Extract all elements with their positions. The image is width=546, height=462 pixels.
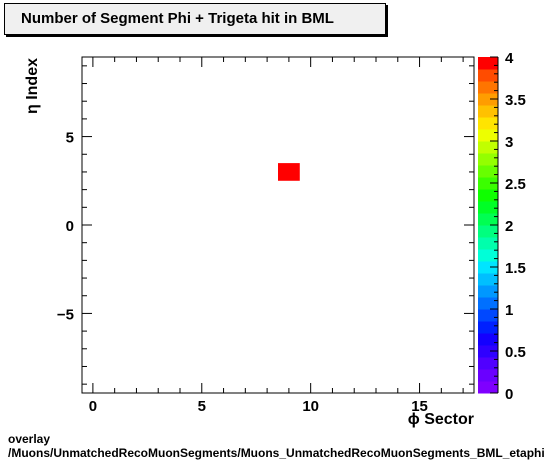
colorbar-tick-label: 0.5 (505, 344, 526, 361)
colorbar-band (478, 309, 498, 322)
colorbar-band (478, 369, 498, 382)
colorbar-band (478, 141, 498, 154)
colorbar-band (478, 333, 498, 346)
colorbar-band (478, 321, 498, 334)
heatmap-cell (278, 163, 300, 181)
colorbar-band (478, 225, 498, 238)
y-tick-label: −5 (57, 306, 74, 323)
footer-line-2: /Muons/UnmatchedRecoMuonSegments/Muons_U… (8, 446, 545, 460)
colorbar-band (478, 201, 498, 214)
colorbar-band (478, 249, 498, 262)
colorbar-band (478, 213, 498, 226)
colorbar-band (478, 81, 498, 94)
colorbar-band (478, 93, 498, 106)
chart-title-box: Number of Segment Phi + Trigeta hit in B… (4, 3, 386, 35)
x-tick-label: 10 (302, 398, 319, 415)
x-axis-label: ϕ Sector (408, 411, 474, 428)
colorbar-band (478, 177, 498, 190)
chart-title: Number of Segment Phi + Trigeta hit in B… (21, 10, 334, 27)
colorbar: 0 0.5 1 1.5 2 2.5 3 3.5 4 (478, 50, 526, 403)
x-tick-label: 15 (411, 398, 428, 415)
y-axis: −5 0 5 (57, 65, 474, 385)
colorbar-band (478, 297, 498, 310)
colorbar-band (478, 57, 498, 70)
colorbar-tick-label: 3 (505, 134, 513, 151)
colorbar-band (478, 129, 498, 142)
colorbar-tick-label: 1 (505, 302, 513, 319)
colorbar-band (478, 153, 498, 166)
colorbar-band (478, 261, 498, 274)
heatmap-cells (278, 163, 300, 181)
colorbar-band (478, 117, 498, 130)
colorbar-band (478, 273, 498, 286)
colorbar-band (478, 165, 498, 178)
colorbar-tick-label: 0 (505, 386, 513, 403)
y-tick-label: 5 (66, 130, 74, 147)
colorbar-tick-label: 2 (505, 218, 513, 235)
x-axis: 0 5 10 15 (89, 57, 464, 415)
colorbar-band (478, 381, 498, 394)
colorbar-band (478, 357, 498, 370)
y-axis-label: η Index (24, 58, 41, 114)
colorbar-band (478, 285, 498, 298)
x-tick-label: 5 (198, 398, 206, 415)
y-tick-label: 0 (66, 218, 74, 235)
colorbar-tick-label: 4 (505, 50, 514, 67)
colorbar-tick-label: 3.5 (505, 92, 526, 109)
colorbar-band (478, 189, 498, 202)
colorbar-band (478, 69, 498, 82)
colorbar-tick-label: 1.5 (505, 260, 526, 277)
histogram-path: overlay /Muons/UnmatchedRecoMuonSegments… (8, 432, 545, 460)
colorbar-band (478, 345, 498, 358)
footer-line-1: overlay (8, 432, 51, 446)
colorbar-tick-label: 2.5 (505, 176, 526, 193)
plot-frame (81, 56, 475, 394)
colorbar-band (478, 237, 498, 250)
colorbar-band (478, 105, 498, 118)
x-tick-label: 0 (89, 398, 97, 415)
